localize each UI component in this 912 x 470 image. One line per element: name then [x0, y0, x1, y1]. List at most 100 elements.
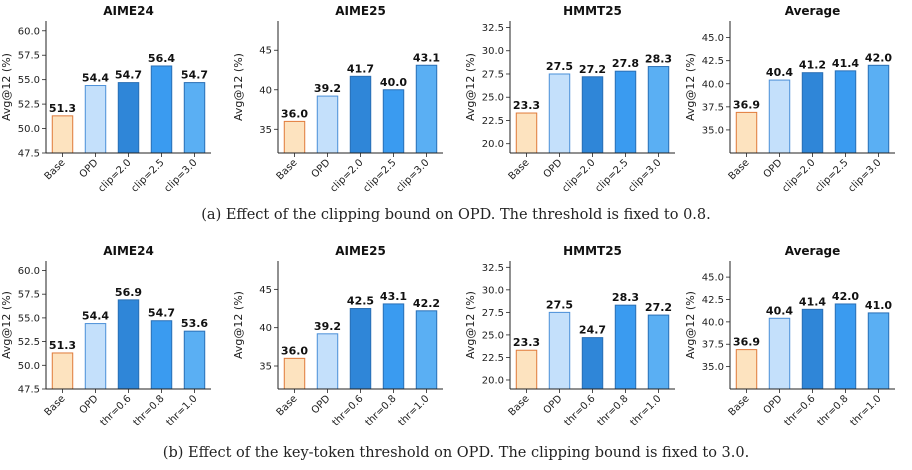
bar-thr=1.0 — [867, 312, 890, 390]
bar-value-label: 36.0 — [281, 107, 308, 120]
bar-value-label: 51.3 — [49, 339, 76, 352]
x-tick-label: thr=1.0 — [165, 393, 200, 428]
bar-clip=2.5 — [150, 65, 173, 154]
bar-value-label: 54.7 — [115, 69, 142, 82]
bar-value-label: 40.0 — [380, 76, 407, 89]
y-axis-label: Avg@12 (%) — [232, 53, 245, 121]
bar-value-label: 42.2 — [413, 297, 440, 310]
caption-a: (a) Effect of the clipping bound on OPD.… — [201, 207, 711, 223]
y-tick-label: 35.0 — [702, 362, 724, 373]
bar-base — [51, 115, 74, 154]
x-tick-label: clip=2.5 — [593, 157, 630, 194]
bar-value-label: 36.9 — [733, 98, 760, 111]
x-tick-label: clip=3.0 — [162, 157, 199, 194]
x-tick-label: thr=0.8 — [364, 393, 399, 428]
x-tick-label: clip=3.0 — [394, 157, 431, 194]
bar-thr=0.6 — [581, 337, 604, 390]
y-tick-label: 47.5 — [18, 385, 40, 396]
y-tick-label: 50.0 — [18, 361, 40, 372]
bar-clip=3.0 — [183, 82, 206, 154]
subplot-title: HMMT25 — [563, 4, 622, 18]
bar-thr=1.0 — [183, 330, 206, 390]
y-tick-label: 55.0 — [18, 75, 40, 86]
x-tick-label: clip=3.0 — [626, 157, 663, 194]
bar-value-label: 41.0 — [865, 299, 892, 312]
bar-value-label: 23.3 — [513, 336, 540, 349]
bar-opd — [84, 85, 107, 154]
x-tick-label: OPD — [542, 157, 565, 180]
y-tick-label: 25.0 — [482, 93, 504, 104]
y-tick-label: 20.0 — [482, 139, 504, 150]
bar-value-label: 51.3 — [49, 102, 76, 115]
bar-value-label: 39.2 — [314, 82, 341, 95]
x-tick-label: clip=2.0 — [328, 157, 365, 194]
bar-thr=1.0 — [647, 314, 670, 390]
bar-value-label: 39.2 — [314, 320, 341, 333]
y-tick-label: 40 — [259, 323, 272, 334]
bar-base — [735, 111, 758, 154]
subplot-title: AIME24 — [103, 244, 154, 258]
subplot-b-average: Average Avg@12 (%) 35.0 37.5 40.0 42.5 45.0 36.… — [684, 244, 895, 428]
y-axis-label: Avg@12 (%) — [684, 53, 697, 121]
bar-value-label: 27.2 — [645, 301, 672, 314]
subplot-title: Average — [785, 4, 841, 18]
subplot-title: AIME24 — [103, 4, 154, 18]
y-tick-label: 22.5 — [482, 353, 504, 364]
x-tick-label: thr=0.8 — [132, 393, 167, 428]
y-tick-label: 40 — [259, 85, 272, 96]
x-tick-label: thr=1.0 — [629, 393, 664, 428]
bar-value-label: 54.7 — [148, 307, 175, 320]
x-tick-label: Base — [43, 157, 68, 182]
subplot-b-aime25: AIME25 Avg@12 (%) 35 40 45 36.0 Base 39.2 OPD 42.… — [232, 244, 443, 428]
bar-value-label: 36.0 — [281, 344, 308, 357]
bar-base — [283, 120, 306, 154]
x-tick-label: Base — [507, 157, 532, 182]
subplot-title: HMMT25 — [563, 244, 622, 258]
y-tick-label: 60.0 — [18, 26, 40, 37]
y-tick-label: 20.0 — [482, 375, 504, 386]
bar-value-label: 53.6 — [181, 317, 208, 330]
bar-thr=0.8 — [614, 304, 637, 390]
y-tick-label: 57.5 — [18, 51, 40, 62]
y-axis-label: Avg@12 (%) — [0, 53, 13, 121]
bar-value-label: 54.4 — [82, 310, 109, 323]
x-tick-label: thr=1.0 — [397, 393, 432, 428]
x-tick-label: thr=0.6 — [99, 393, 134, 428]
y-tick-label: 45.0 — [702, 273, 724, 284]
bar-opd — [548, 73, 571, 154]
bar-value-label: 23.3 — [513, 99, 540, 112]
x-tick-label: Base — [727, 393, 752, 418]
y-tick-label: 30.0 — [482, 46, 504, 57]
y-axis-label: Avg@12 (%) — [232, 291, 245, 359]
y-tick-label: 57.5 — [18, 290, 40, 301]
bar-base — [283, 357, 306, 390]
x-tick-label: OPD — [762, 393, 785, 416]
bar-thr=0.6 — [117, 299, 140, 390]
caption-b: (b) Effect of the key-token threshold on… — [162, 445, 750, 461]
bar-value-label: 54.4 — [82, 72, 109, 85]
x-tick-label: clip=2.5 — [129, 157, 166, 194]
bar-value-label: 41.7 — [347, 62, 374, 75]
bar-clip=3.0 — [867, 64, 890, 154]
x-tick-label: OPD — [78, 157, 101, 180]
y-axis-label: Avg@12 (%) — [464, 291, 477, 359]
y-tick-label: 42.5 — [702, 56, 724, 67]
bar-clip=3.0 — [647, 66, 670, 154]
bar-base — [515, 349, 538, 390]
bar-thr=0.6 — [801, 308, 824, 390]
x-tick-label: OPD — [762, 157, 785, 180]
bar-value-label: 36.9 — [733, 336, 760, 349]
x-tick-label: Base — [275, 157, 300, 182]
bar-value-label: 40.4 — [766, 304, 793, 317]
y-tick-label: 32.5 — [482, 23, 504, 34]
bar-opd — [84, 323, 107, 390]
bar-clip=2.5 — [382, 89, 405, 154]
bar-opd — [548, 311, 571, 390]
bar-value-label: 40.4 — [766, 66, 793, 79]
subplot-b-hmmt25: HMMT25 Avg@12 (%) 20.0 22.5 25.0 27.5 30.0 32.5… — [464, 244, 675, 428]
subplot-a-average: Average Avg@12 (%) 35.0 37.5 40.0 42.5 45.0 36.… — [684, 4, 895, 195]
subplot-b-aime24: AIME24 Avg@12 (%) 47.5 50.0 52.5 55.0 57.5 60.0… — [0, 244, 211, 428]
subplot-title: Average — [785, 244, 841, 258]
bar-thr=0.8 — [834, 303, 857, 390]
